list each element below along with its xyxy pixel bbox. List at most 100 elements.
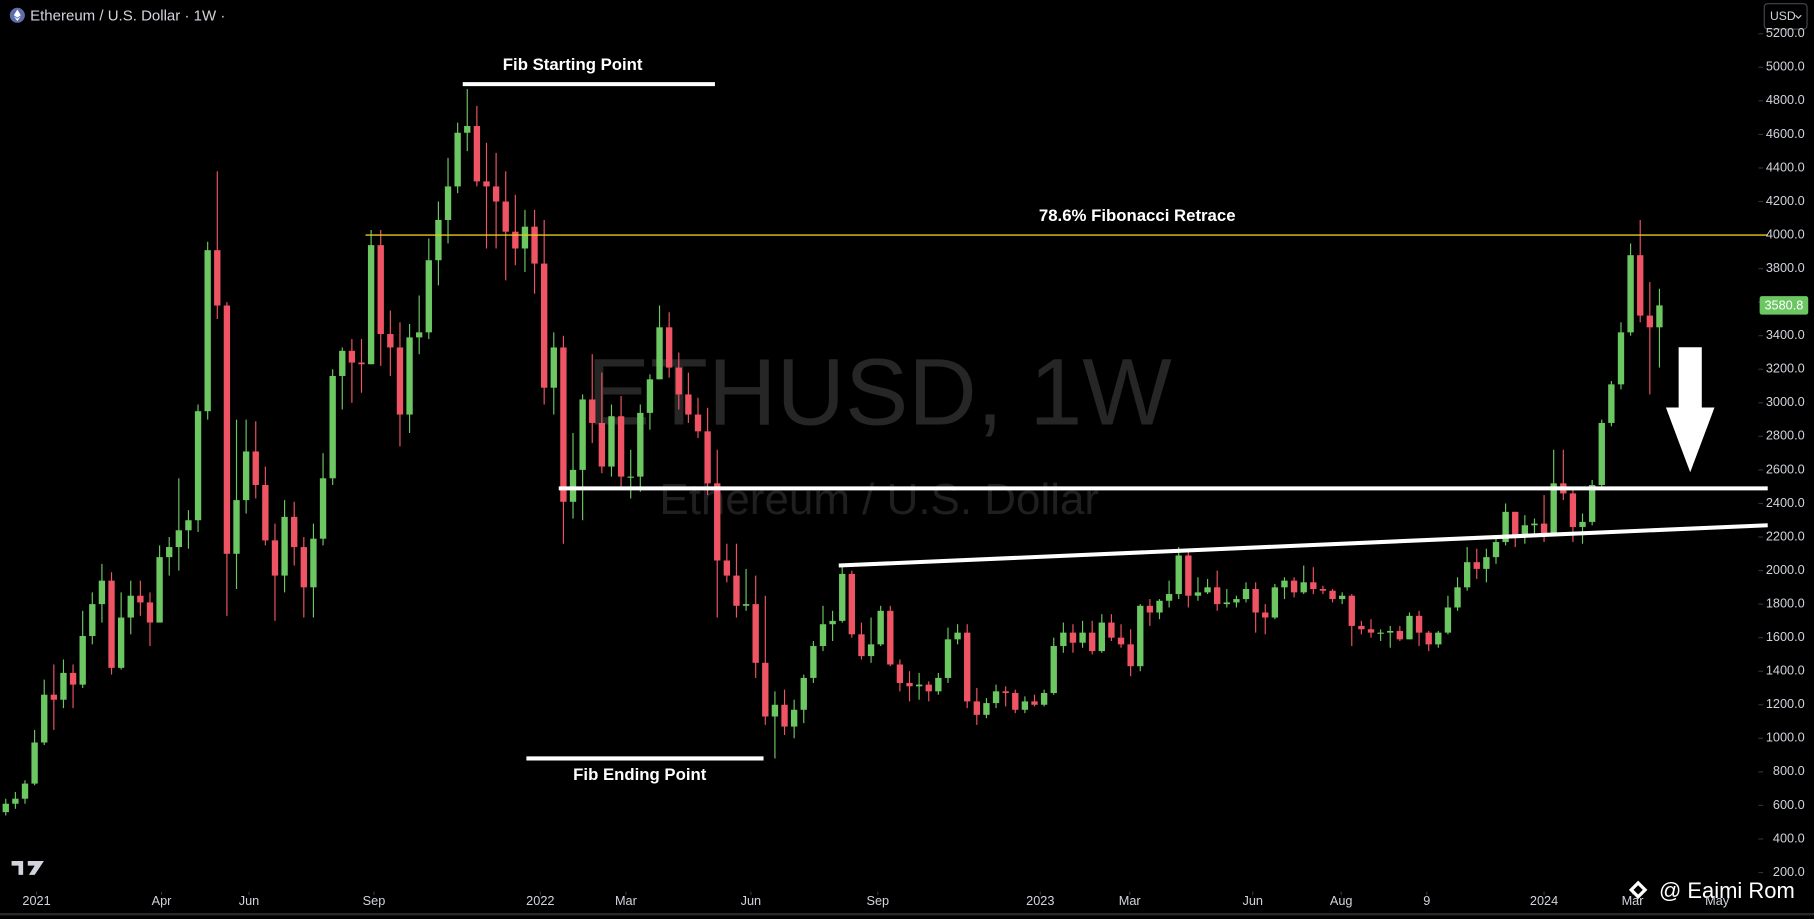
candle-body [1319,589,1327,591]
candle-body [1165,594,1173,601]
y-tick-label: 600.0 [1773,797,1805,812]
trendline [838,523,1768,568]
candle-body [12,798,19,804]
y-tick-label: 4000.0 [1766,226,1805,241]
candle-body [1627,255,1634,333]
candle-body [781,704,788,727]
candle-body [204,250,211,412]
candle-body [1512,511,1519,538]
candle-body [1050,646,1057,694]
candle-body [906,682,913,687]
y-tick-label: 2000.0 [1766,562,1805,577]
candle-body [117,617,125,668]
candle-body [473,126,481,182]
candle-body [1502,511,1509,543]
y-tick-label: 3000.0 [1766,394,1805,409]
candle-body [627,476,634,478]
candle-body [867,644,875,657]
candle-body [1175,555,1182,595]
candle-body [637,412,644,477]
candle-body [50,694,58,700]
candle-body [1146,605,1154,613]
candle-body [262,485,269,541]
candle-body [819,624,827,647]
candle-body [550,347,557,388]
candle-body [175,530,183,548]
candle-body [492,186,500,202]
y-tick-label: 4800.0 [1766,92,1805,107]
candle-body [512,231,519,249]
symbol-title: Ethereum / U.S. Dollar · 1W · [30,7,225,24]
y-tick-label: 1200.0 [1766,696,1805,711]
candle-body [21,783,29,799]
tv-logo [11,860,44,875]
y-tick-label: 800.0 [1773,763,1805,778]
candle-body [1637,255,1644,316]
footer-icon [1628,880,1648,900]
candle-body [992,691,1000,704]
candle-body [425,260,432,333]
candle-body [1079,632,1086,643]
candle-body [1579,521,1586,527]
candle-body [714,483,721,561]
x-tick-label: Mar [1622,893,1645,908]
candle-body [617,416,625,477]
plot-area: 78.6% Fibonacci Retrace Fib Starting Poin… [2,33,1768,896]
candle-body [1281,580,1288,588]
candle-body [435,219,442,261]
candle-body [973,701,980,715]
candle-body [656,327,663,380]
candle-body [598,422,606,467]
candle-body [1002,691,1009,694]
candle-body [156,557,163,623]
y-tick-label: 2200.0 [1766,528,1805,543]
candle-body [829,620,836,625]
y-tick-label: 4400.0 [1766,159,1805,174]
candle-body [194,411,202,521]
candle-body [1617,332,1625,385]
symbol-icon-glyph [13,9,21,22]
y-tick-label: 400.0 [1773,830,1805,845]
candle-body [1214,587,1221,605]
y-tick-label: 5000.0 [1766,59,1805,74]
x-tick-label: Jun [741,893,762,908]
candle-body [98,580,106,605]
candle-body [1262,612,1269,618]
candle-body [771,704,779,717]
candle-body [1396,630,1404,640]
down-arrow [1665,347,1715,473]
candle-body [983,703,990,715]
x-tick-label: Mar [1119,893,1142,908]
candle-body [896,664,904,683]
last-price-tag [1759,296,1809,315]
candle-body [214,250,221,306]
candle-body [41,694,48,743]
candle-body [810,646,817,678]
candle-body [319,478,327,539]
x-tick-label: Jun [1242,893,1263,908]
candle-body [127,595,134,618]
fib-start-label: Fib Starting Point [503,55,643,74]
candle-body [146,602,154,623]
candle-body [1415,615,1423,633]
candle-body [60,672,67,700]
candle-body [1348,595,1355,626]
candle-body [790,709,798,727]
y-tick-label: 3800.0 [1766,260,1805,275]
candle-body [1185,555,1192,596]
candle-body [454,132,461,187]
candle-body [252,451,259,486]
candle-body [1242,589,1250,600]
candle-body [1021,701,1029,710]
y-tick-label: 2400.0 [1766,495,1805,510]
candle-body [1290,580,1298,593]
candle-body [521,226,529,249]
fib-retrace-label: 78.6% Fibonacci Retrace [1039,206,1236,225]
currency-button[interactable] [1763,3,1808,30]
candle-body [1117,637,1125,645]
x-tick-label: 2024 [1530,893,1558,908]
candle-body [1252,589,1259,613]
candle-body [1089,632,1096,652]
candle-body [1137,605,1144,667]
